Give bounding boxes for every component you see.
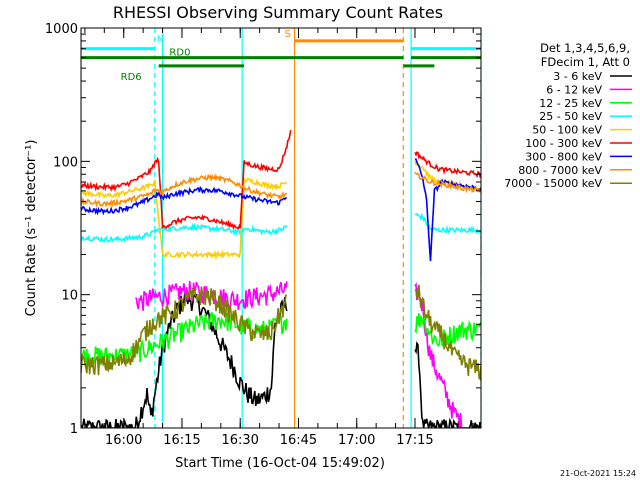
- legend-label-1: 6 - 12 keV: [546, 83, 602, 96]
- series-line-4: [81, 177, 288, 260]
- y-tick-label-0: 1: [70, 422, 78, 437]
- series-line-6: [81, 185, 288, 216]
- series-line-0-late: [414, 341, 481, 428]
- x-axis-label: Start Time (16-Oct-04 15:49:02): [175, 456, 385, 471]
- series-line-8: [81, 286, 288, 376]
- series-line-7: [81, 173, 288, 209]
- legend-label-4: 50 - 100 keV: [532, 124, 602, 137]
- y-tick-label-3: 1000: [45, 22, 78, 37]
- legend-header-0: Det 1,3,4,5,6,9,: [540, 41, 630, 55]
- series-line-3-late: [414, 212, 481, 235]
- x-tick-label-1: 16:15: [163, 433, 200, 448]
- legend-header-1: FDecim 1, Att 0: [541, 55, 630, 69]
- chart-title: RHESSI Observing Summary Count Rates: [113, 3, 443, 22]
- x-tick-label-3: 16:45: [280, 433, 317, 448]
- plot-frame: [80, 27, 482, 429]
- x-tick-label-2: 16:30: [221, 433, 258, 448]
- legend-label-0: 3 - 6 keV: [553, 70, 602, 83]
- x-tick-label-0: 16:00: [105, 433, 142, 448]
- legend-label-2: 12 - 25 keV: [539, 97, 602, 110]
- timestamp: 21-Oct-2021 15:24: [560, 469, 636, 478]
- legend-label-7: 800 - 7000 keV: [518, 164, 602, 177]
- series-line-6-late: [414, 158, 481, 262]
- status-bar-label-0: N: [157, 35, 164, 46]
- series-line-3: [81, 222, 288, 243]
- legend-label-8: 7000 - 15000 keV: [504, 177, 602, 190]
- series-line-0: [81, 291, 288, 428]
- series-line-5-late: [414, 151, 481, 179]
- y-axis-label: Count Rate (s⁻¹ detector⁻¹): [24, 140, 39, 317]
- series-line-1-late: [414, 282, 466, 428]
- legend-label-5: 100 - 300 keV: [525, 137, 602, 150]
- status-bar-label-1: S: [285, 29, 291, 40]
- x-tick-label-4: 17:00: [338, 433, 375, 448]
- legend-label-6: 300 - 800 keV: [525, 150, 602, 163]
- legend-label-3: 25 - 50 keV: [539, 110, 602, 123]
- series-line-7-late: [414, 171, 481, 194]
- y-tick-label-1: 10: [61, 289, 78, 304]
- y-tick-label-2: 100: [53, 155, 78, 170]
- series-line-5: [81, 129, 292, 230]
- series-line-8-late: [414, 285, 481, 382]
- status-bar-label-3: RD6: [121, 72, 142, 83]
- x-tick-label-5: 17:15: [396, 433, 433, 448]
- status-bar-label-2: RD0: [169, 48, 190, 59]
- series-line-2-late: [414, 313, 481, 347]
